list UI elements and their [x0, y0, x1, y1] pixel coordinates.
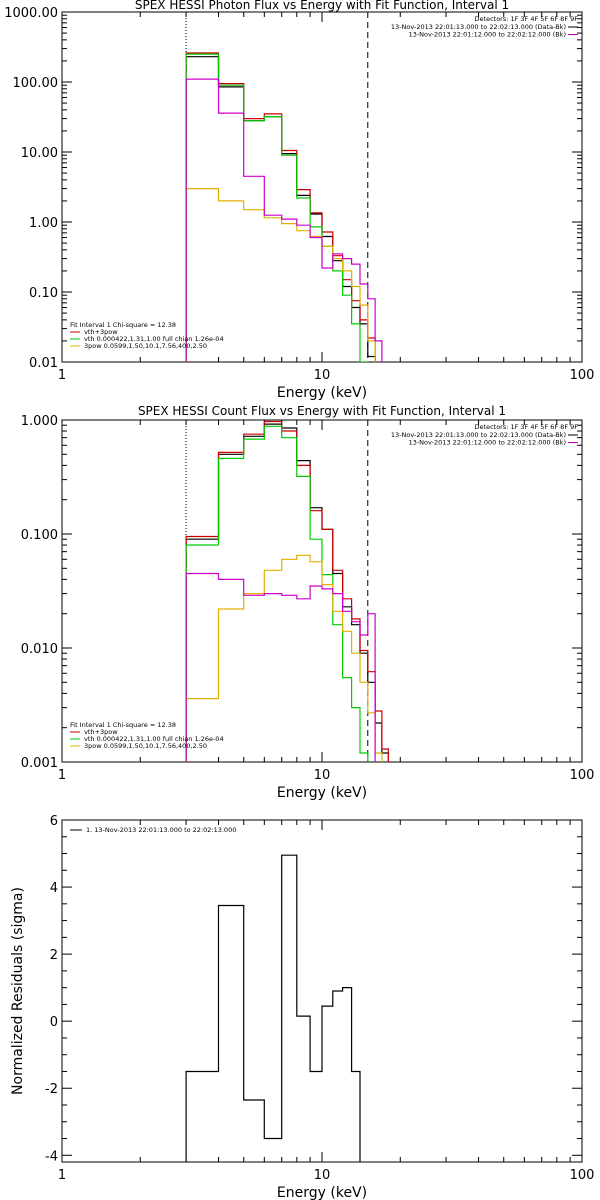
legend-entry: 13-Nov-2013 22:01:13.000 to 22:02:13.000…: [391, 431, 566, 439]
y-axis-label: Normalized Residuals (sigma): [10, 887, 26, 1095]
fit-legend-entry: vth 0.000422,1.31,1.00 full chian 1.26e-…: [84, 735, 224, 743]
series-data: [185, 56, 376, 362]
series-vth: [185, 425, 369, 762]
y-axis-ticks: [62, 14, 582, 363]
series-pow: [185, 188, 376, 362]
panel-residuals: 1 10 100 -4 -2 0 2 4 6 Energy (keV) Normalized Res…: [10, 814, 594, 1200]
fit-legend-entry: 3pow 0.0599,1.50,10.1,7.56,400,2.50: [84, 342, 207, 350]
legend-entry: 13-Nov-2013 22:01:12.000 to 22:02:12.000…: [409, 31, 566, 39]
chart-title: SPEX HESSI Photon Flux vs Energy with Fi…: [135, 0, 509, 12]
y-tick-label: 1.00: [29, 216, 58, 231]
series-pow: [185, 554, 383, 762]
y-tick-label: 1000.00: [4, 6, 58, 21]
series-fit: [185, 52, 376, 362]
legend-entry: 13-Nov-2013 22:01:13.000 to 22:02:13.000…: [391, 23, 566, 31]
series-group: [185, 420, 389, 762]
y-tick-label: -4: [45, 1149, 58, 1164]
fit-legend-entry: vth 0.000422,1.31,1.00 full chian 1.26e-…: [84, 335, 224, 343]
x-tick-label: 10: [314, 1168, 331, 1183]
x-axis-label: Energy (keV): [277, 785, 367, 801]
y-tick-label: 0.100: [21, 528, 58, 543]
x-axis-label: Energy (keV): [277, 1185, 367, 1200]
y-tick-label: 0.001: [21, 756, 58, 771]
y-tick-label: 10.00: [21, 146, 58, 161]
legend-entry: 13-Nov-2013 22:01:12.000 to 22:02:12.000…: [409, 439, 566, 447]
x-axis-ticks: [61, 420, 571, 762]
y-tick-label: 1.000: [21, 414, 58, 429]
y-tick-label: 4: [50, 881, 58, 896]
plot-frame: [61, 819, 583, 1163]
panel-photon: SPEX HESSI Photon Flux vs Energy with Fi…: [4, 0, 594, 401]
series-group: [185, 52, 383, 362]
y-axis-ticks: [62, 819, 582, 1156]
series-bk: [185, 78, 383, 362]
series-bk: [185, 572, 376, 762]
y-tick-label: 6: [50, 814, 58, 829]
x-tick-label: 10: [314, 768, 331, 783]
chart-title: SPEX HESSI Count Flux vs Energy with Fit…: [138, 404, 506, 418]
x-axis-label: Energy (keV): [277, 385, 367, 401]
x-axis-ticks: [61, 820, 571, 1162]
fit-legend-header: Fit Interval 1 Chi-square = 12.38: [70, 321, 176, 329]
x-tick-label: 1: [58, 1168, 66, 1183]
legend-entry: 1. 13-Nov-2013 22:01:13.000 to 22:02:13.…: [86, 826, 236, 834]
x-tick-label: 100: [570, 368, 595, 383]
series-vth: [185, 53, 368, 362]
fit-legend-entry: vth+3pow: [84, 328, 118, 336]
y-tick-label: 0.01: [29, 356, 58, 371]
plot-frame: [61, 11, 583, 363]
series-residuals: [185, 854, 361, 1162]
y-tick-label: 100.00: [13, 76, 59, 91]
y-tick-label: 0.10: [29, 286, 58, 301]
y-tick-label: 0.010: [21, 642, 58, 657]
y-tick-label: -2: [45, 1082, 58, 1097]
detectors-label: Detectors: 1F 3F 4F 5F 6F 8F 9F: [475, 15, 579, 23]
x-tick-label: 10: [314, 368, 331, 383]
y-tick-label: 2: [50, 948, 58, 963]
series-group: [185, 854, 361, 1162]
series-fit: [185, 420, 389, 762]
x-axis-ticks: [61, 12, 571, 362]
fit-legend-entry: vth+3pow: [84, 728, 118, 736]
fit-legend-entry: 3pow 0.0599,1.50,10.1,7.56,400,2.50: [84, 742, 207, 750]
detectors-label: Detectors: 1F 3F 4F 5F 6F 8F 9F: [475, 423, 579, 431]
plot-frame: [61, 419, 583, 763]
y-tick-label: 0: [50, 1015, 58, 1030]
x-tick-label: 100: [570, 768, 595, 783]
series-data: [185, 423, 389, 762]
fit-legend-header: Fit Interval 1 Chi-square = 12.38: [70, 721, 176, 729]
x-tick-label: 1: [58, 768, 66, 783]
x-tick-label: 1: [58, 368, 66, 383]
panel-count: SPEX HESSI Count Flux vs Energy with Fit…: [21, 404, 595, 801]
y-axis-ticks: [62, 424, 582, 763]
x-tick-label: 100: [570, 1168, 595, 1183]
